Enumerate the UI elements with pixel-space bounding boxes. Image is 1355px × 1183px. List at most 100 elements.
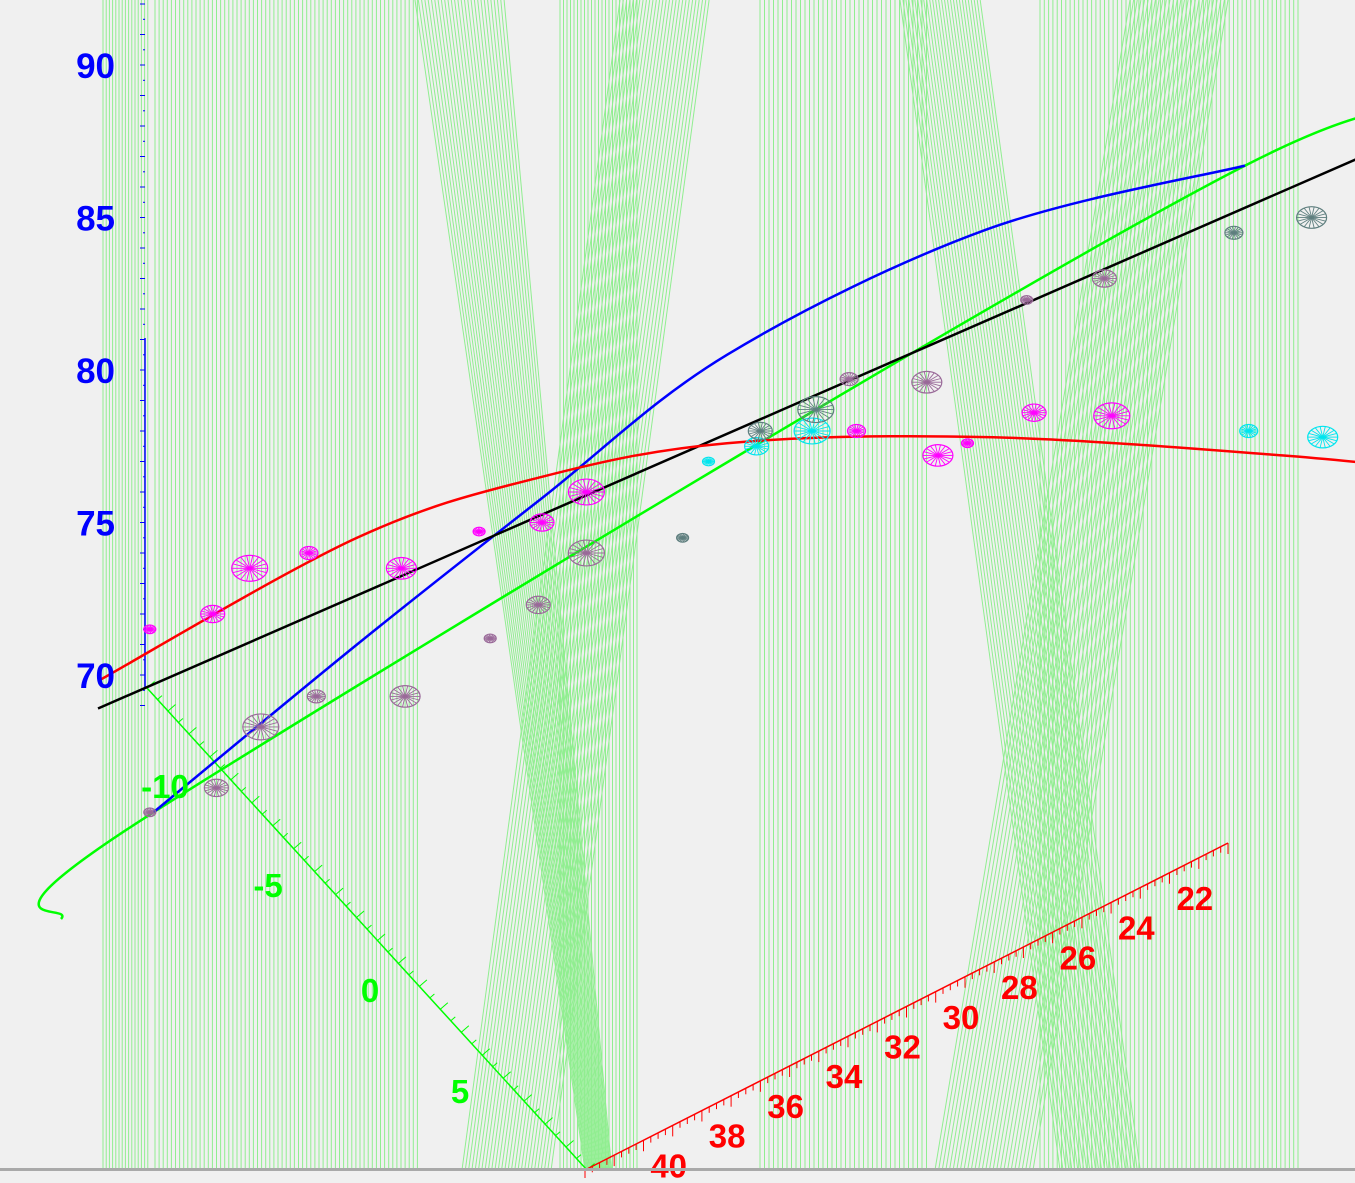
data-point-spoke xyxy=(586,483,601,493)
data-point-spoke xyxy=(213,787,217,797)
data-point-spoke xyxy=(390,695,406,701)
data-point-spoke xyxy=(569,552,587,558)
grid-line xyxy=(444,0,595,1171)
x-axis-tick xyxy=(398,956,407,964)
z-tick-label: 38 xyxy=(709,1118,746,1155)
data-point-spoke xyxy=(149,810,156,813)
data-point-spoke xyxy=(854,424,857,432)
data-point-spoke xyxy=(541,513,545,523)
data-point-spoke xyxy=(1322,436,1331,447)
data-point-spoke xyxy=(1098,270,1105,279)
data-point-spoke xyxy=(1248,424,1251,432)
data-point-spoke xyxy=(212,606,220,615)
data-point-spoke xyxy=(748,427,761,432)
data-point-spoke xyxy=(1103,278,1107,288)
data-point-spoke xyxy=(1101,269,1105,279)
data-point-spoke xyxy=(260,713,265,728)
data-point xyxy=(1224,225,1244,240)
grid-lines xyxy=(102,0,1299,1171)
grid-line xyxy=(935,0,1097,1171)
data-point-spoke xyxy=(212,613,223,620)
data-point-spoke xyxy=(856,428,866,432)
data-point-spoke xyxy=(537,604,541,614)
blue-fit-curve xyxy=(152,164,1246,814)
data-point-spoke xyxy=(802,419,813,432)
data-point-spoke xyxy=(798,404,816,411)
data-point-spoke xyxy=(541,522,552,529)
grid-line xyxy=(970,0,1132,1171)
data-point-spoke xyxy=(841,374,850,380)
data-point-spoke xyxy=(216,784,228,789)
data-point-spoke xyxy=(390,692,406,697)
data-point-spoke xyxy=(539,522,543,532)
data-point-spoke xyxy=(212,613,220,622)
x-axis-tick xyxy=(377,933,386,941)
data-point-spoke xyxy=(400,557,405,569)
grid-line xyxy=(491,0,651,1171)
data-point-spoke xyxy=(1248,428,1258,432)
data-point-spoke xyxy=(806,409,817,422)
data-point xyxy=(143,624,157,635)
data-point-spoke xyxy=(1094,415,1112,421)
data-point-spoke xyxy=(401,567,414,576)
data-point-spoke xyxy=(398,568,402,580)
data-point-spoke xyxy=(1104,270,1111,279)
grid-line xyxy=(530,0,690,1171)
data-point-spoke xyxy=(586,552,601,562)
data-point-spoke xyxy=(1322,436,1335,445)
data-point-spoke xyxy=(1104,278,1114,285)
data-point xyxy=(306,689,326,704)
data-point-spoke xyxy=(756,446,760,455)
data-point-spoke xyxy=(212,608,223,615)
data-point-spoke xyxy=(537,597,545,606)
data-point-spoke xyxy=(585,491,590,505)
data-point-spoke xyxy=(926,381,935,392)
data-point xyxy=(797,396,835,424)
data-point-spoke xyxy=(535,604,539,614)
data-point-spoke xyxy=(1233,230,1243,234)
data-point-spoke xyxy=(926,381,942,387)
z-tick-label: 28 xyxy=(1001,969,1038,1006)
data-point-spoke xyxy=(923,454,939,460)
data-point-spoke xyxy=(397,696,406,706)
z-tick-label: 32 xyxy=(884,1029,921,1066)
data-point-spoke xyxy=(586,491,601,501)
data-point-spoke xyxy=(1097,407,1113,417)
grid-line xyxy=(460,0,600,1171)
data-point-spoke xyxy=(760,425,770,432)
data-point-spoke xyxy=(1248,430,1254,437)
grid-line xyxy=(908,0,1070,1171)
x-axis-tick xyxy=(513,1085,519,1091)
data-point xyxy=(1021,403,1047,422)
grid-line xyxy=(988,0,1185,1171)
data-point-spoke xyxy=(260,726,278,732)
data-point-spoke xyxy=(240,556,251,569)
data-point-spoke xyxy=(528,598,539,606)
data-point-spoke xyxy=(538,601,550,606)
data-point-spoke xyxy=(1033,412,1041,421)
data-point-spoke xyxy=(1111,415,1116,429)
data-point-spoke xyxy=(260,726,275,736)
data-point-spoke xyxy=(389,567,402,576)
data-point-spoke xyxy=(1111,415,1126,425)
data-point-spoke xyxy=(1098,278,1105,287)
data-point-spoke xyxy=(526,604,539,609)
data-point-spoke xyxy=(1297,213,1312,218)
data-point-spoke xyxy=(402,685,406,697)
x-axis-tick xyxy=(314,864,323,872)
data-point-spoke xyxy=(206,787,217,794)
data-point-spoke xyxy=(210,613,214,623)
data-point-spoke xyxy=(1243,425,1250,432)
data-point-spoke xyxy=(815,409,833,415)
data-point-spoke xyxy=(316,696,324,701)
data-point-spoke xyxy=(530,522,543,526)
data-point-spoke xyxy=(301,548,310,554)
data-point-spoke xyxy=(402,696,406,708)
x-axis-tick xyxy=(408,970,414,976)
data-point-spoke xyxy=(531,597,539,606)
y-tick-label: 70 xyxy=(76,657,115,696)
grid-line xyxy=(1007,0,1204,1171)
data-point-spoke xyxy=(748,430,761,435)
data-point-spoke xyxy=(260,726,271,739)
